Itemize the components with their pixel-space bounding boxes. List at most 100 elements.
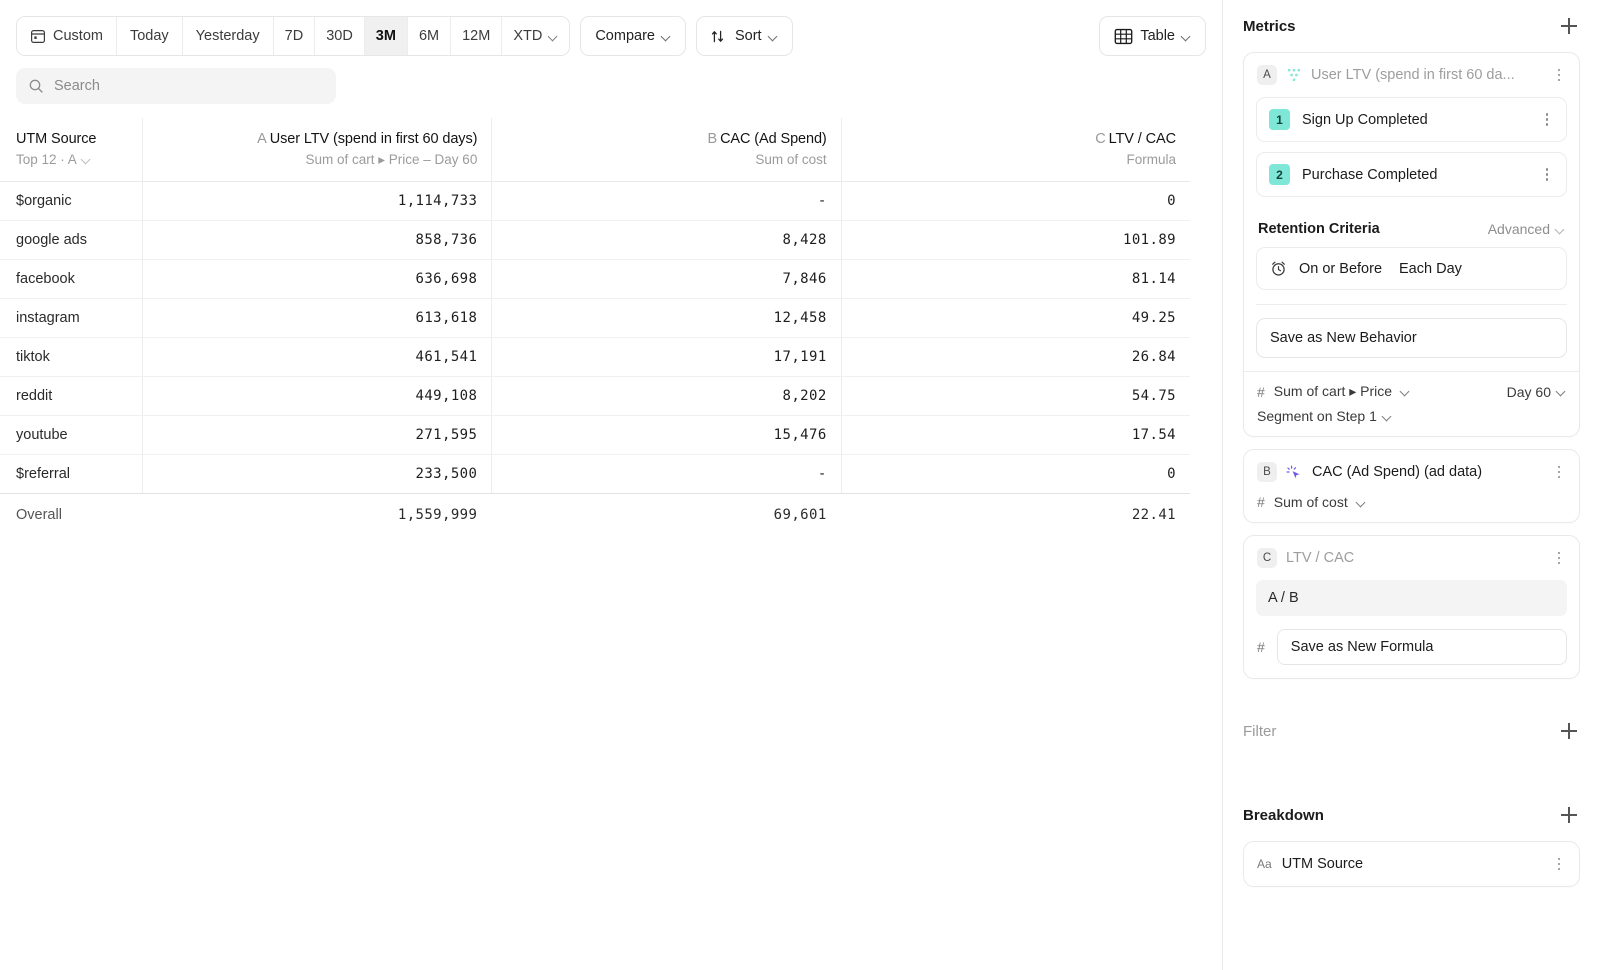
metric-c-menu-button[interactable] [1551, 549, 1567, 567]
date-range-xtd[interactable]: XTD [502, 17, 570, 55]
cell-metric-c: 49.25 [840, 299, 1190, 337]
add-filter-button[interactable] [1558, 720, 1580, 742]
segment-on-step-label: Segment on Step 1 [1257, 408, 1377, 424]
retention-mode-selector[interactable]: Advanced [1488, 221, 1565, 237]
add-breakdown-button[interactable] [1558, 804, 1580, 826]
cell-metric-a: 1,114,733 [142, 182, 491, 220]
sparkle-cursor-icon [1286, 464, 1303, 481]
column-title-text: LTV / CAC [1108, 131, 1176, 147]
date-range-6m[interactable]: 6M [407, 17, 452, 55]
column-header-utm-source[interactable]: UTM Source Top 12 · A [0, 118, 142, 181]
cell-utm-source: facebook [16, 271, 75, 287]
date-range-3m-label: 3M [375, 28, 396, 44]
date-range-yesterday[interactable]: Yesterday [182, 17, 274, 55]
table-row[interactable]: facebook 636,698 7,846 81.14 [0, 260, 1190, 299]
column-header-metric-b[interactable]: B CAC (Ad Spend) Sum of cost [491, 118, 840, 181]
retention-criteria-title: Retention Criteria [1258, 221, 1380, 237]
metrics-section-header: Metrics [1243, 0, 1580, 52]
date-range-custom[interactable]: Custom [17, 17, 117, 55]
retention-criteria-header: Retention Criteria Advanced [1244, 207, 1579, 247]
breakdown-section-header: Breakdown [1243, 789, 1580, 841]
cell-metric-c: 26.84 [840, 338, 1190, 376]
column-title-text: User LTV (spend in first 60 days) [269, 131, 478, 147]
chevron-down-icon [1556, 225, 1565, 234]
column-subtitle[interactable]: Top 12 · A [16, 152, 128, 167]
compare-button[interactable]: Compare [580, 16, 686, 56]
view-type-button[interactable]: Table [1099, 16, 1206, 56]
cell-metric-a: 613,618 [142, 299, 491, 337]
metric-a-menu-button[interactable] [1551, 66, 1567, 84]
date-range-today[interactable]: Today [116, 17, 183, 55]
aggregation-selector[interactable]: # Sum of cost [1257, 494, 1366, 510]
cell-utm-source: instagram [16, 310, 80, 326]
cell-metric-c: 101.89 [840, 221, 1190, 259]
metric-a-header[interactable]: A User LTV (spend in first 60 da... [1244, 53, 1579, 97]
column-subtitle: Sum of cost [502, 152, 826, 167]
column-subtitle: Sum of cart ▸ Price – Day 60 [153, 152, 477, 168]
table-row[interactable]: google ads 858,736 8,428 101.89 [0, 221, 1190, 260]
table-row[interactable]: tiktok 461,541 17,191 26.84 [0, 338, 1190, 377]
cell-utm-source: $referral [16, 466, 70, 482]
metric-b-menu-button[interactable] [1551, 463, 1567, 481]
cell-metric-c: 0 [840, 182, 1190, 220]
chevron-down-icon [1383, 412, 1392, 421]
date-range-custom-label: Custom [53, 28, 103, 44]
chevron-down-icon [769, 32, 778, 41]
segment-on-step-selector[interactable]: Segment on Step 1 [1244, 404, 1579, 436]
date-range-7d[interactable]: 7D [273, 17, 316, 55]
cell-metric-b: - [491, 455, 840, 493]
table-grid-icon [1114, 27, 1133, 46]
funnel-step-2[interactable]: 2 Purchase Completed [1256, 152, 1567, 197]
formula-input[interactable]: A / B [1256, 580, 1567, 616]
add-metric-button[interactable] [1558, 15, 1580, 37]
search-input[interactable] [54, 78, 324, 94]
metrics-title: Metrics [1243, 17, 1296, 35]
breakdown-item-utm-source[interactable]: Aa UTM Source [1243, 841, 1580, 887]
save-as-new-behavior-button[interactable]: Save as New Behavior [1256, 318, 1567, 358]
date-range-30d[interactable]: 30D [315, 17, 365, 55]
aggregation-selector[interactable]: # Sum of cart ▸ Price [1257, 383, 1410, 400]
search-box[interactable] [16, 68, 336, 104]
cell-metric-b: 15,476 [491, 416, 840, 454]
date-range-30d-label: 30D [326, 28, 353, 44]
metric-c-name: LTV / CAC [1286, 550, 1355, 566]
breakdown-item-menu-button[interactable] [1551, 855, 1567, 873]
column-key-letter: C [1095, 131, 1106, 147]
retention-mode-label: Advanced [1487, 221, 1550, 237]
retention-condition-box[interactable]: On or Before Each Day [1256, 247, 1567, 290]
sort-button[interactable]: Sort [695, 16, 793, 56]
chevron-down-icon [1357, 498, 1366, 507]
cell-metric-a: 858,736 [142, 221, 491, 259]
day-window-selector[interactable]: Day 60 [1507, 384, 1566, 400]
cell-metric-b: 7,846 [491, 260, 840, 298]
metric-a-aggregation-row: # Sum of cart ▸ Price Day 60 [1244, 372, 1579, 404]
table-row[interactable]: reddit 449,108 8,202 54.75 [0, 377, 1190, 416]
table-row[interactable]: $organic 1,114,733 - 0 [0, 182, 1190, 221]
step-2-menu-button[interactable] [1539, 166, 1555, 184]
column-subtitle-label: Sum of cost [755, 152, 827, 167]
cell-metric-b: 17,191 [491, 338, 840, 376]
date-range-3m[interactable]: 3M [364, 17, 408, 55]
chevron-down-icon [82, 155, 91, 164]
compare-label: Compare [595, 28, 655, 44]
column-header-metric-a[interactable]: A User LTV (spend in first 60 days) Sum o… [142, 118, 491, 181]
funnel-step-1[interactable]: 1 Sign Up Completed [1256, 97, 1567, 142]
step-1-menu-button[interactable] [1539, 111, 1555, 129]
filter-title: Filter [1243, 722, 1277, 740]
table-row[interactable]: $referral 233,500 - 0 [0, 455, 1190, 494]
metric-c-header[interactable]: C LTV / CAC [1244, 536, 1579, 576]
table-row[interactable]: instagram 613,618 12,458 49.25 [0, 299, 1190, 338]
date-range-12m[interactable]: 12M [451, 17, 503, 55]
chevron-down-icon [1401, 387, 1410, 396]
divider [1244, 371, 1579, 372]
save-as-new-formula-button[interactable]: Save as New Formula [1276, 629, 1567, 665]
table-row[interactable]: youtube 271,595 15,476 17.54 [0, 416, 1190, 455]
date-range-12m-label: 12M [462, 28, 491, 44]
aggregation-label: Sum of cart ▸ Price [1273, 383, 1393, 399]
spacer [1243, 757, 1580, 789]
hash-icon: # [1257, 639, 1265, 655]
metric-b-header[interactable]: B CAC (Ad Spend) (ad data) [1244, 450, 1579, 494]
metric-a-name: User LTV (spend in first 60 da... [1311, 67, 1515, 83]
metric-b-name: CAC (Ad Spend) (ad data) [1312, 464, 1483, 480]
column-header-metric-c[interactable]: C LTV / CAC Formula [840, 118, 1190, 181]
